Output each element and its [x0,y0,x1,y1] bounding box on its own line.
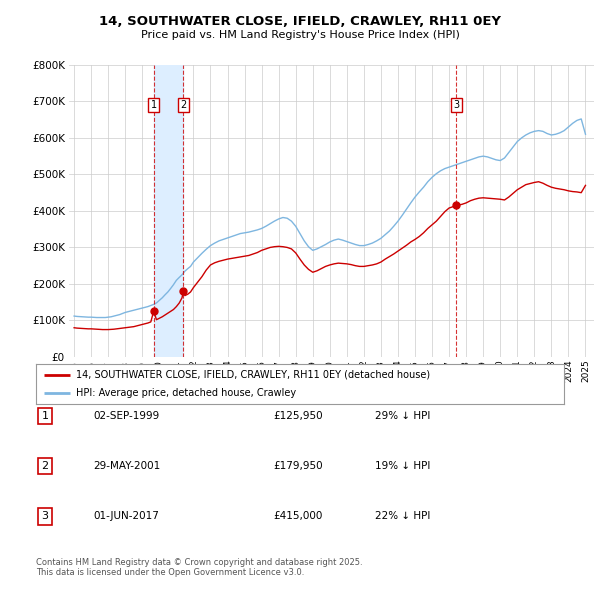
Text: HPI: Average price, detached house, Crawley: HPI: Average price, detached house, Craw… [76,388,296,398]
Text: 3: 3 [453,100,460,110]
Text: 29% ↓ HPI: 29% ↓ HPI [375,411,430,421]
Text: 1: 1 [151,100,157,110]
Text: £125,950: £125,950 [273,411,323,421]
Text: 14, SOUTHWATER CLOSE, IFIELD, CRAWLEY, RH11 0EY (detached house): 14, SOUTHWATER CLOSE, IFIELD, CRAWLEY, R… [76,370,430,380]
Text: 02-SEP-1999: 02-SEP-1999 [93,411,159,421]
Text: 22% ↓ HPI: 22% ↓ HPI [375,512,430,521]
Text: 29-MAY-2001: 29-MAY-2001 [93,461,160,471]
Text: £415,000: £415,000 [273,512,322,521]
Text: Contains HM Land Registry data © Crown copyright and database right 2025.
This d: Contains HM Land Registry data © Crown c… [36,558,362,577]
Text: £179,950: £179,950 [273,461,323,471]
Text: 2: 2 [41,461,49,471]
Text: Price paid vs. HM Land Registry's House Price Index (HPI): Price paid vs. HM Land Registry's House … [140,30,460,40]
Text: 19% ↓ HPI: 19% ↓ HPI [375,461,430,471]
Text: 14, SOUTHWATER CLOSE, IFIELD, CRAWLEY, RH11 0EY: 14, SOUTHWATER CLOSE, IFIELD, CRAWLEY, R… [99,15,501,28]
Text: 1: 1 [41,411,49,421]
Text: 01-JUN-2017: 01-JUN-2017 [93,512,159,521]
Text: 2: 2 [180,100,187,110]
Text: 3: 3 [41,512,49,521]
Bar [154,65,184,357]
